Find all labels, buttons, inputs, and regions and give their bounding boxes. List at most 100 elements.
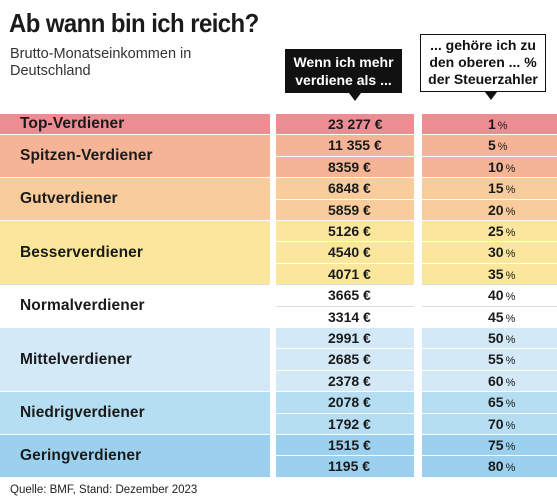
category-label: Niedrigverdiener (20, 404, 145, 422)
source-note: Quelle: BMF, Stand: Dezember 2023 (10, 484, 198, 496)
income-value: 1792 € (328, 415, 371, 432)
income-value: 1515 € (328, 437, 371, 453)
income-cell: 1195 € (276, 455, 414, 477)
category-cell: Besserverdiener (0, 220, 270, 285)
percent-number: 10 (488, 158, 504, 175)
income-cell: 3314 € (276, 305, 414, 327)
income-value: 2991 € (328, 330, 371, 346)
income-cell: 5859 € (276, 198, 414, 220)
percent-unit: % (505, 355, 516, 368)
percent-cell: 55% (422, 348, 557, 370)
percent-value: 80% (488, 458, 515, 474)
percent-cell: 25% (422, 220, 557, 242)
percent-number: 50 (488, 330, 504, 346)
income-value: 4540 € (328, 244, 371, 261)
percent-unit: % (505, 376, 516, 389)
percent-number: 25 (488, 223, 504, 239)
percent-unit: % (505, 462, 516, 475)
income-cell: 1792 € (276, 412, 414, 434)
category-label: Normalverdiener (20, 297, 145, 315)
percent-cell: 50% (422, 327, 557, 349)
percent-unit: % (505, 248, 516, 261)
header-percent-label: ... gehöre ich zu den oberen ... % der S… (428, 37, 538, 87)
percent-number: 45 (488, 308, 504, 325)
percent-cell: 40% (422, 284, 557, 306)
header-income-label: Wenn ich mehr verdiene als ... (293, 54, 394, 88)
income-cell: 2991 € (276, 327, 414, 349)
category-cell: Spitzen-Verdiener (0, 134, 270, 178)
category-cell: Geringverdiener (0, 434, 270, 477)
percent-cell: 15% (422, 177, 557, 199)
percent-number: 15 (488, 180, 504, 197)
income-value: 2378 € (328, 372, 371, 389)
income-cell: 11 355 € (276, 134, 414, 156)
percent-number: 20 (488, 201, 504, 218)
income-value: 23 277 € (328, 116, 383, 132)
percent-cell: 10% (422, 155, 557, 178)
income-cell: 6848 € (276, 177, 414, 199)
percent-cell: 5% (422, 134, 557, 156)
income-value: 3314 € (328, 308, 371, 325)
income-value: 1195 € (328, 458, 371, 475)
percent-unit: % (505, 269, 516, 282)
chart-title: Ab wann bin ich reich? (9, 8, 259, 38)
percent-number: 75 (488, 437, 504, 453)
percent-value: 65% (488, 394, 515, 410)
percent-value: 35% (488, 266, 515, 282)
category-cell: Niedrigverdiener (0, 391, 270, 434)
income-value: 4071 € (328, 265, 371, 282)
percent-unit: % (505, 184, 516, 197)
percent-unit: % (505, 334, 516, 346)
percent-number: 60 (488, 372, 504, 389)
percent-value: 50% (488, 330, 515, 346)
income-cell: 5126 € (276, 220, 414, 242)
category-label: Spitzen-Verdiener (20, 147, 153, 165)
percent-value: 45% (488, 309, 515, 325)
income-value: 2078 € (328, 394, 371, 411)
percent-unit: % (497, 120, 508, 132)
percent-value: 20% (488, 202, 515, 218)
percent-unit: % (505, 227, 516, 239)
percent-unit: % (497, 141, 508, 154)
chart-subtitle: Brutto-Monatseinkommen in Deutschland (10, 46, 192, 79)
percent-value: 15% (488, 180, 515, 196)
percent-cell: 80% (422, 455, 557, 477)
income-value: 6848 € (328, 180, 371, 197)
percent-value: 10% (488, 159, 515, 175)
percent-number: 35 (488, 265, 504, 282)
income-cell: 8359 € (276, 155, 414, 178)
percent-number: 30 (488, 244, 504, 261)
income-cell: 2378 € (276, 369, 414, 392)
income-value: 5126 € (328, 223, 371, 239)
income-cell: 4540 € (276, 241, 414, 263)
percent-cell: 45% (422, 305, 557, 327)
percent-number: 1 (488, 116, 496, 132)
income-cell: 2078 € (276, 391, 414, 413)
income-value: 8359 € (328, 158, 371, 175)
percent-number: 5 (488, 137, 496, 154)
income-cell: 2685 € (276, 348, 414, 370)
percent-unit: % (505, 441, 516, 453)
percent-number: 70 (488, 415, 504, 432)
percent-unit: % (505, 312, 516, 325)
income-value: 11 355 € (328, 137, 382, 154)
percent-cell: 60% (422, 369, 557, 392)
percent-number: 55 (488, 351, 504, 368)
percent-cell: 20% (422, 198, 557, 220)
category-label: Geringverdiener (20, 446, 142, 464)
income-cell: 4071 € (276, 262, 414, 285)
category-label: Top-Verdiener (20, 115, 125, 133)
percent-cell: 30% (422, 241, 557, 263)
category-cell: Top-Verdiener (0, 113, 270, 135)
percent-value: 40% (488, 287, 515, 303)
percent-value: 30% (488, 244, 515, 260)
percent-value: 75% (488, 437, 515, 453)
category-label: Mittelverdiener (20, 350, 132, 368)
percent-cell: 1% (422, 113, 557, 135)
percent-value: 70% (488, 416, 515, 432)
percent-number: 80 (488, 458, 504, 475)
percent-value: 55% (488, 351, 515, 367)
percent-value: 60% (488, 373, 515, 389)
percent-unit: % (505, 162, 516, 175)
percent-unit: % (505, 398, 516, 411)
